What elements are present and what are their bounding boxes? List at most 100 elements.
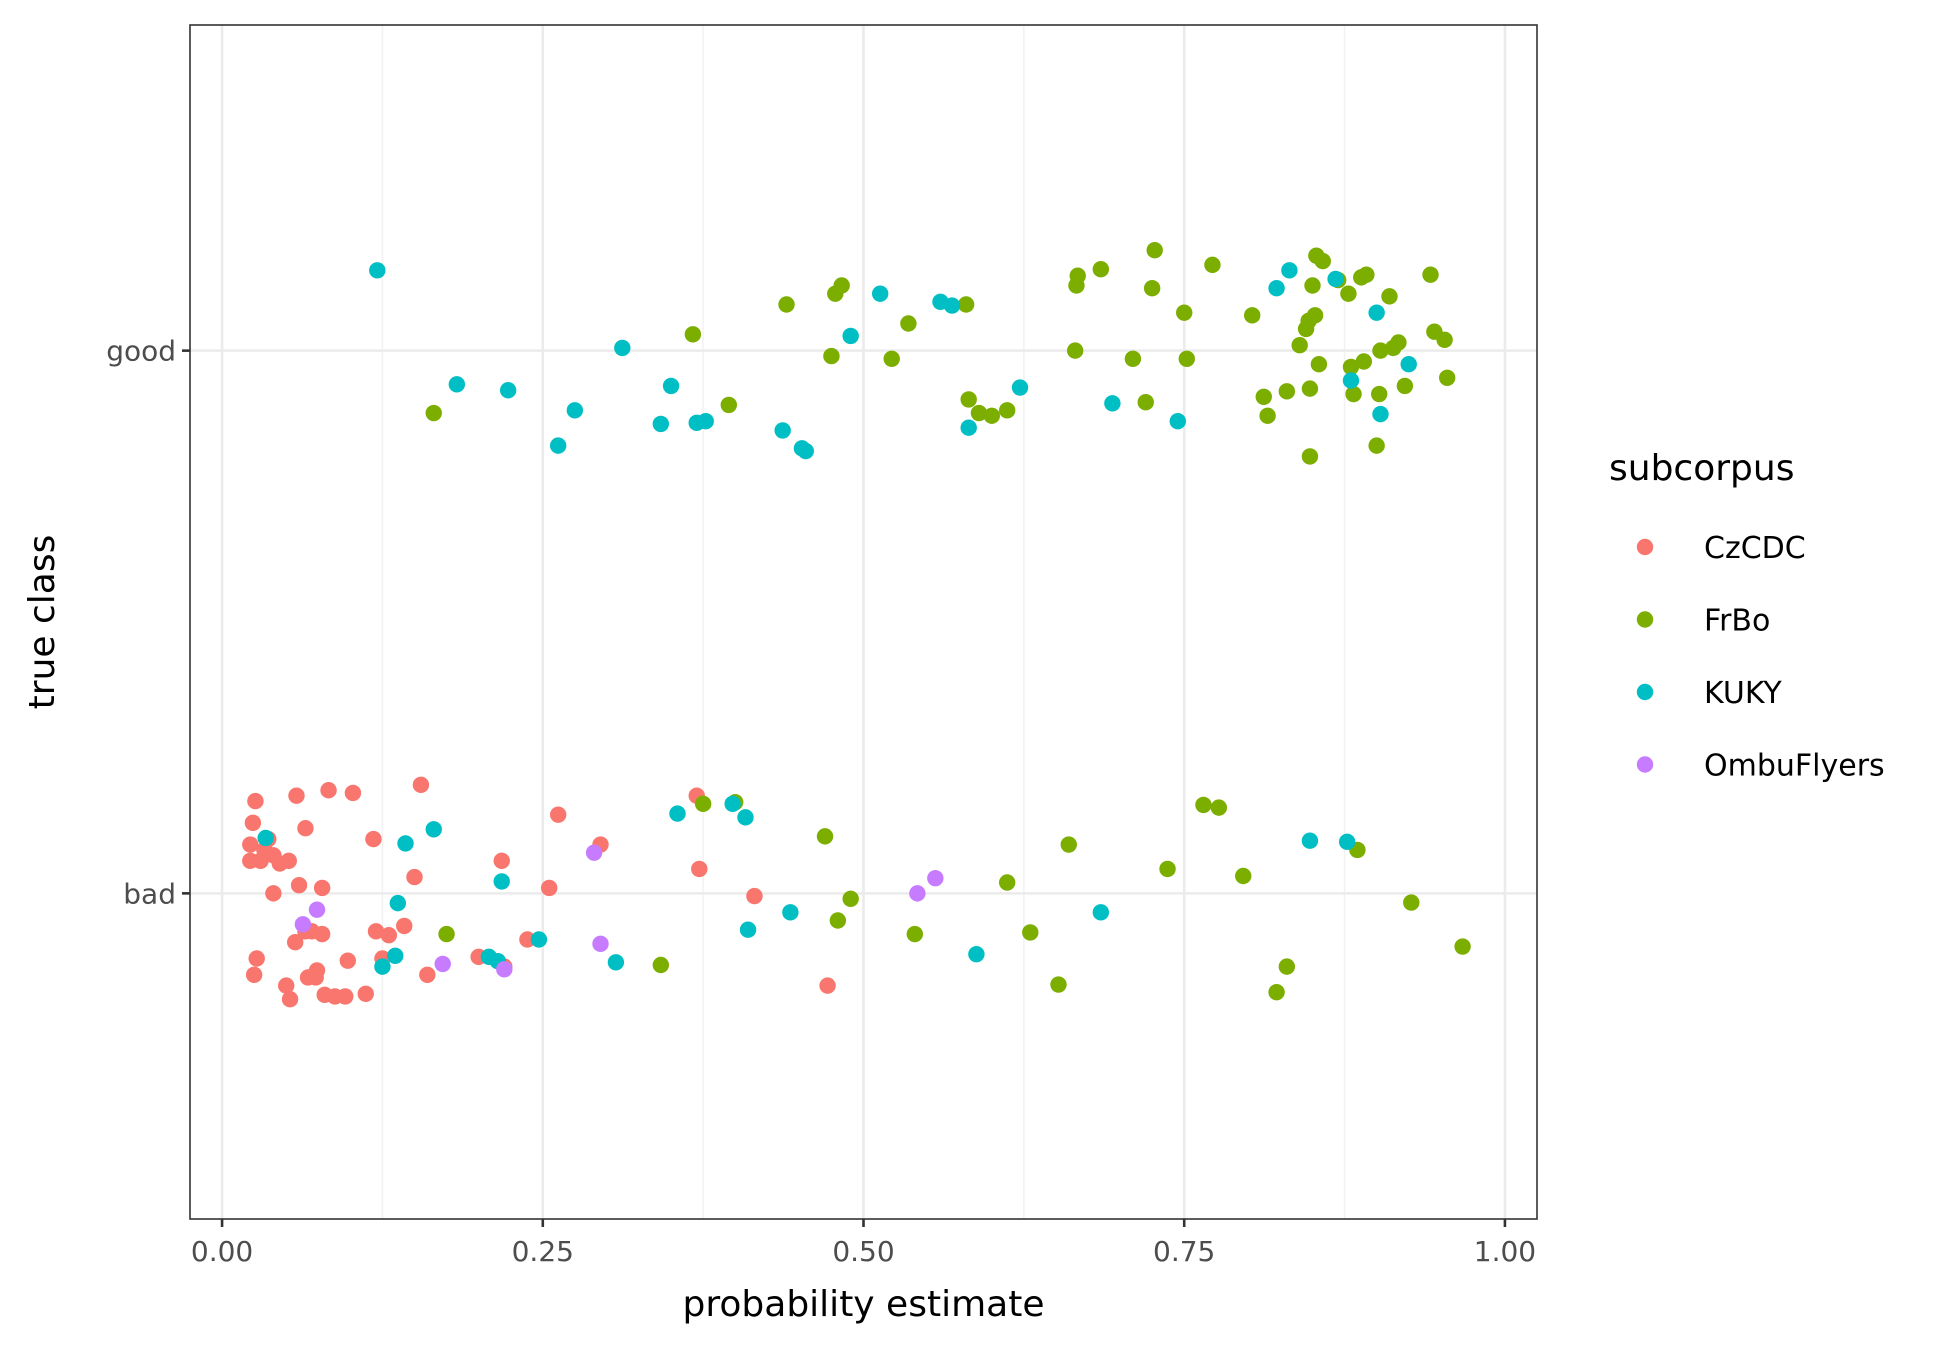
x-tick-label: 0.00: [191, 1235, 253, 1268]
data-point-czcdc: [242, 836, 259, 853]
data-point-czcdc: [288, 787, 305, 804]
data-point-czcdc: [265, 885, 282, 902]
data-point-czcdc: [320, 782, 337, 799]
data-point-ombuflyers: [592, 935, 609, 953]
legend-key-czcdc: [1636, 538, 1654, 556]
data-point-kuky: [1301, 832, 1319, 849]
data-point-frbo: [1195, 796, 1212, 814]
data-point-ombuflyers: [585, 844, 603, 861]
data-point-kuky: [614, 339, 631, 357]
data-point-frbo: [1268, 983, 1285, 1001]
data-point-frbo: [425, 404, 442, 422]
data-point-frbo: [1310, 356, 1328, 373]
data-point-frbo: [1066, 342, 1084, 359]
data-point-frbo: [1022, 924, 1039, 941]
data-point-kuky: [737, 809, 754, 826]
data-point-czcdc: [281, 990, 299, 1008]
data-point-frbo: [1291, 337, 1308, 354]
y-tick-label: good: [106, 335, 176, 368]
y-axis-title: true class: [22, 535, 63, 710]
data-point-frbo: [833, 277, 850, 294]
data-point-frbo: [970, 404, 988, 422]
data-point-czcdc: [549, 806, 567, 823]
x-tick-label: 1.00: [1474, 1235, 1536, 1268]
x-axis-title: probability estimate: [683, 1284, 1045, 1325]
y-tick-label: bad: [123, 877, 176, 910]
data-point-frbo: [684, 326, 702, 343]
data-point-frbo: [957, 296, 975, 313]
data-point-frbo: [1381, 288, 1398, 305]
data-point-kuky: [968, 945, 985, 963]
data-point-czcdc: [337, 988, 354, 1005]
legend-label-frbo: FrBo: [1704, 604, 1770, 639]
data-point-frbo: [1069, 267, 1086, 284]
data-point-frbo: [438, 925, 455, 943]
data-point-frbo: [1358, 266, 1375, 283]
data-point-frbo: [1301, 448, 1319, 465]
data-point-frbo: [1255, 388, 1272, 405]
data-point-frbo: [883, 350, 900, 367]
data-point-frbo: [900, 315, 917, 332]
data-point-czcdc: [308, 962, 326, 979]
data-point-kuky: [652, 415, 670, 433]
data-point-frbo: [1304, 277, 1321, 294]
data-point-frbo: [1422, 266, 1439, 283]
data-point-kuky: [669, 805, 686, 822]
data-point-kuky: [1400, 356, 1417, 373]
data-point-kuky: [1268, 280, 1285, 297]
data-point-kuky: [374, 958, 391, 975]
data-point-frbo: [1345, 385, 1362, 403]
data-point-kuky: [697, 412, 714, 430]
data-point-czcdc: [244, 814, 262, 832]
data-point-kuky: [739, 921, 757, 938]
data-point-frbo: [1143, 280, 1161, 297]
data-point-frbo: [1278, 958, 1296, 975]
data-point-kuky: [369, 262, 386, 279]
data-point-kuky: [871, 285, 889, 302]
data-point-czcdc: [357, 985, 374, 1002]
data-point-frbo: [998, 402, 1016, 419]
data-point-kuky: [530, 931, 548, 948]
data-point-kuky: [257, 829, 274, 847]
data-point-czcdc: [746, 887, 763, 905]
x-tick-label: 0.75: [1153, 1235, 1215, 1268]
data-point-czcdc: [519, 931, 536, 948]
data-point-frbo: [1137, 393, 1154, 411]
data-point-kuky: [549, 437, 567, 454]
data-point-kuky: [493, 873, 510, 890]
legend: subcorpus CzCDC FrBo KUKY OmbuFlyers: [1609, 448, 1885, 784]
data-point-czcdc: [541, 879, 558, 897]
legend-label-kuky: KUKY: [1704, 676, 1782, 711]
data-point-frbo: [816, 828, 834, 845]
data-point-kuky: [499, 382, 517, 399]
data-point-frbo: [1454, 938, 1471, 955]
data-point-frbo: [720, 396, 737, 414]
data-point-ombuflyers: [434, 955, 451, 973]
data-point-czcdc: [365, 830, 382, 848]
data-point-czcdc: [380, 926, 398, 944]
data-point-frbo: [1340, 285, 1357, 302]
data-point-czcdc: [313, 925, 331, 943]
data-point-czcdc: [339, 952, 356, 969]
data-point-frbo: [1342, 358, 1360, 376]
data-point-ombuflyers: [496, 961, 513, 978]
data-point-frbo: [652, 956, 670, 974]
data-point-frbo: [1050, 976, 1067, 993]
grid-lines: [190, 25, 1537, 1219]
data-point-frbo: [1244, 307, 1261, 324]
data-point-kuky: [943, 297, 961, 314]
legend-label-czcdc: CzCDC: [1704, 531, 1806, 566]
data-point-czcdc: [278, 977, 295, 994]
axes: 0.00 0.25 0.50 0.75 1.00 bad good: [106, 335, 1536, 1268]
data-point-frbo: [1439, 369, 1456, 386]
data-point-czcdc: [248, 950, 265, 967]
data-point-frbo: [1306, 307, 1324, 324]
data-point-ombuflyers: [308, 901, 326, 918]
data-point-frbo: [1372, 342, 1389, 359]
data-point-czcdc: [245, 966, 263, 983]
data-point-czcdc: [247, 792, 264, 810]
legend-label-ombuflyers: OmbuFlyers: [1704, 749, 1885, 784]
data-point-frbo: [1368, 437, 1385, 454]
data-point-frbo: [694, 795, 712, 813]
